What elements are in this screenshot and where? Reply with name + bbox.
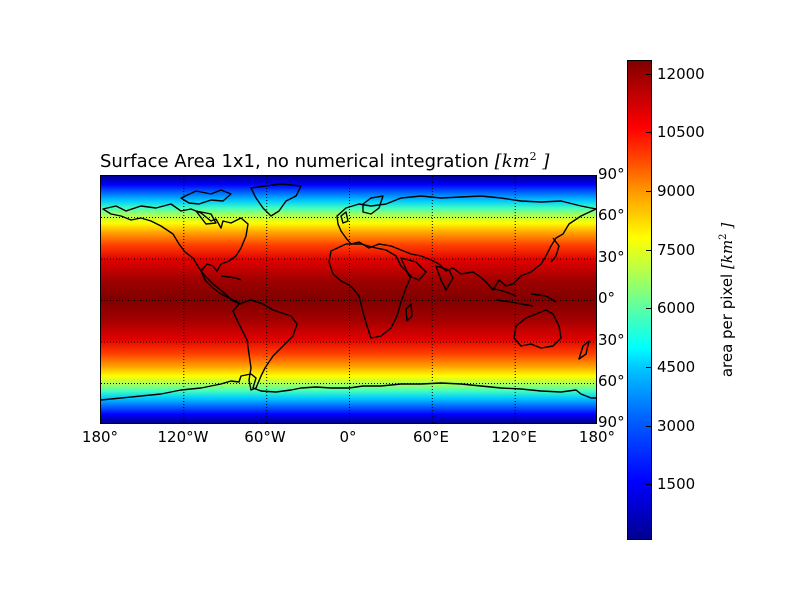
lon-label-60w: 60°W <box>244 428 286 446</box>
colorbar <box>627 60 652 540</box>
colorbar-label-4500: 4500 <box>657 358 696 376</box>
colorbar-tick <box>646 250 652 251</box>
gridlines <box>101 176 596 423</box>
lon-label-180w: 180° <box>81 428 119 446</box>
lat-label-60n: 60° <box>598 206 625 224</box>
colorbar-tick <box>646 132 652 133</box>
colorbar-label-3000: 3000 <box>657 417 696 435</box>
lon-label-60e: 60°E <box>412 428 450 446</box>
chart-title-text: Surface Area 1x1, no numerical integrati… <box>100 151 495 172</box>
lat-label-0: 0° <box>598 289 616 307</box>
colorbar-label-12000: 12000 <box>657 65 705 83</box>
colorbar-tick <box>646 426 652 427</box>
colorbar-tick <box>646 484 652 485</box>
colorbar-tick <box>646 191 652 192</box>
world-map-heatmap <box>100 175 597 424</box>
chart-title-unit: [km2 ] <box>494 150 550 172</box>
colorbar-title: area per pixel [km2 ] <box>718 222 736 378</box>
lat-label-30s: 30° <box>598 331 625 349</box>
lon-label-180e: 180° <box>578 428 616 446</box>
coastlines <box>101 183 596 401</box>
colorbar-tick <box>646 367 652 368</box>
map-overlay <box>101 176 596 423</box>
lon-label-0: 0° <box>339 428 357 446</box>
colorbar-label-1500: 1500 <box>657 475 696 493</box>
lat-label-90s: 90° <box>598 413 625 431</box>
lat-label-60s: 60° <box>598 372 625 390</box>
lon-label-120w: 120°W <box>157 428 209 446</box>
chart-title: Surface Area 1x1, no numerical integrati… <box>100 150 549 172</box>
colorbar-label-7500: 7500 <box>657 241 696 259</box>
colorbar-tick <box>646 74 652 75</box>
lon-label-120e: 120°E <box>491 428 537 446</box>
colorbar-tick <box>646 308 652 309</box>
lat-label-90n: 90° <box>598 165 625 183</box>
colorbar-label-9000: 9000 <box>657 182 696 200</box>
colorbar-label-6000: 6000 <box>657 299 696 317</box>
lat-label-30n: 30° <box>598 248 625 266</box>
colorbar-label-10500: 10500 <box>657 123 705 141</box>
